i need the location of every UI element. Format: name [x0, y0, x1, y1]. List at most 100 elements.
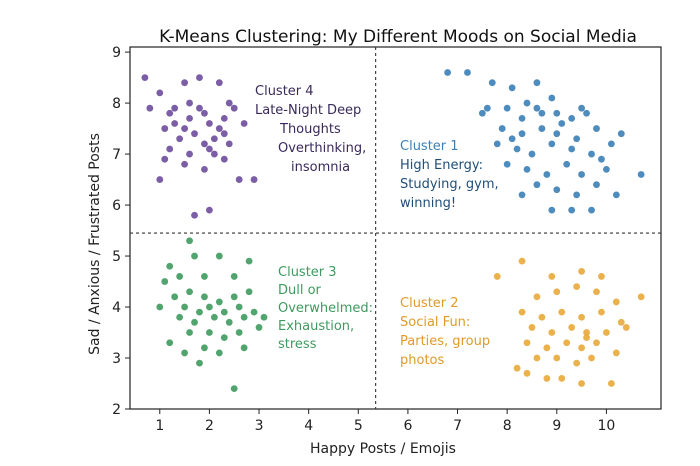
data-point: [622, 324, 630, 331]
data-point: [573, 135, 581, 143]
data-point: [568, 324, 576, 331]
data-point: [617, 130, 625, 138]
data-point: [245, 288, 253, 296]
x-tick-label: 5: [354, 418, 363, 434]
data-point: [538, 109, 546, 117]
data-point: [240, 344, 248, 352]
data-point: [548, 329, 556, 336]
data-point: [493, 273, 501, 280]
data-point: [593, 288, 600, 296]
annotation-line: High Energy:: [400, 158, 483, 173]
series-cluster-3: [156, 237, 268, 393]
data-point: [225, 318, 233, 326]
data-point: [603, 329, 610, 336]
data-point: [201, 293, 208, 301]
data-point: [533, 293, 541, 301]
x-tick-label: 1: [155, 418, 164, 434]
annotation-line: Social Fun:: [400, 315, 470, 330]
data-points: [141, 69, 645, 393]
x-tick-label: 7: [453, 418, 462, 434]
x-tick-label: 8: [503, 418, 512, 434]
x-tick-label: 4: [304, 418, 313, 434]
data-point: [215, 125, 223, 132]
data-point: [583, 329, 590, 336]
data-point: [156, 303, 164, 311]
data-point: [563, 160, 571, 168]
data-point: [146, 104, 154, 112]
data-point: [518, 257, 526, 265]
data-point: [523, 99, 531, 107]
data-point: [176, 313, 184, 321]
data-point: [191, 130, 198, 138]
data-point: [573, 191, 581, 199]
data-point: [548, 94, 556, 102]
data-point: [558, 120, 566, 127]
data-point: [508, 84, 516, 92]
data-point: [578, 380, 585, 387]
annotation-line: photos: [400, 353, 444, 368]
data-point: [518, 114, 526, 122]
annotation-line: winning!: [400, 196, 456, 211]
data-point: [588, 206, 595, 214]
y-axis-label: Sad / Anxious / Frustrated Posts: [87, 133, 103, 355]
data-point: [558, 308, 566, 316]
x-axis-label: Happy Posts / Emojis: [310, 441, 456, 457]
data-point: [156, 89, 164, 97]
data-point: [215, 79, 223, 87]
data-point: [206, 303, 213, 311]
annotation-line: Overwhelmed:: [278, 301, 373, 316]
data-point: [181, 79, 188, 87]
data-point: [176, 273, 184, 280]
data-point: [503, 104, 511, 112]
data-point: [538, 313, 546, 321]
data-point: [612, 191, 620, 199]
data-point: [171, 120, 179, 127]
x-tick-label: 10: [597, 418, 615, 434]
data-point: [235, 303, 243, 311]
data-point: [568, 206, 576, 214]
data-point: [220, 114, 228, 122]
data-point: [533, 354, 541, 362]
data-point: [220, 334, 228, 342]
data-point: [444, 69, 452, 76]
data-point: [191, 252, 198, 260]
y-tick-label: 5: [112, 249, 121, 265]
data-point: [201, 165, 208, 173]
data-point: [593, 125, 600, 132]
data-point: [578, 104, 585, 112]
quadrant-dividers: [130, 47, 661, 409]
data-point: [583, 109, 590, 117]
data-point: [171, 104, 179, 112]
annotation-line: Studying, gym,: [400, 177, 499, 192]
data-point: [186, 99, 193, 107]
data-point: [558, 375, 566, 382]
annotation-title: Cluster 4: [255, 84, 314, 99]
data-point: [186, 150, 193, 158]
data-point: [230, 273, 238, 280]
data-point: [548, 273, 556, 280]
data-point: [528, 150, 536, 158]
data-point: [215, 252, 223, 260]
x-tick-label: 2: [205, 418, 214, 434]
x-tick-label: 3: [255, 418, 264, 434]
data-point: [220, 155, 228, 163]
data-point: [563, 339, 571, 347]
data-point: [245, 257, 253, 265]
chart-title: K-Means Clustering: My Different Moods o…: [159, 27, 637, 47]
data-point: [598, 308, 605, 316]
annotation-line: Late-Night Deep: [255, 103, 361, 118]
annotation-title: Cluster 2: [400, 296, 459, 311]
data-point: [578, 313, 585, 321]
data-point: [161, 155, 169, 163]
data-point: [225, 140, 233, 148]
data-point: [201, 109, 208, 117]
data-point: [543, 171, 551, 178]
data-point: [598, 273, 605, 280]
annotation-line: Exhaustion,: [278, 319, 354, 334]
data-point: [161, 278, 169, 285]
data-point: [523, 339, 531, 347]
series-cluster-2: [493, 257, 645, 387]
data-point: [573, 359, 581, 367]
data-point: [230, 104, 238, 112]
data-point: [201, 344, 208, 352]
